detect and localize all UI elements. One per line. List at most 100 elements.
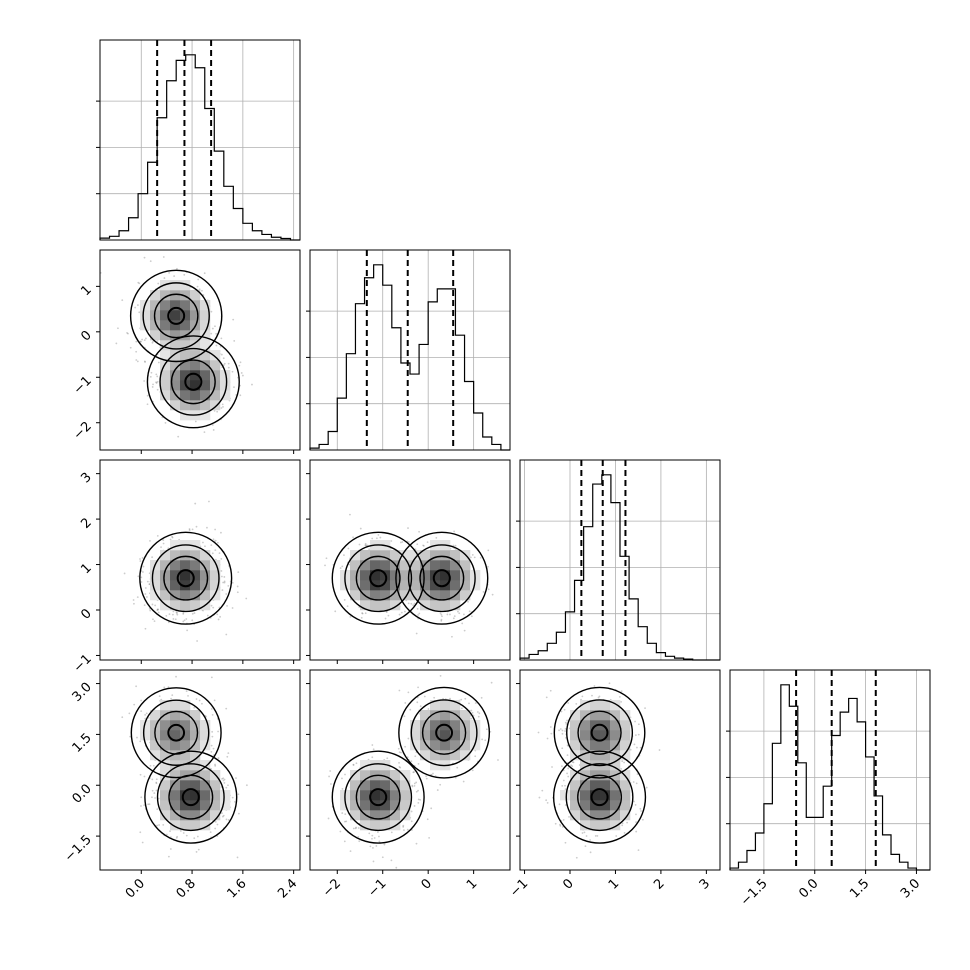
density-cell (610, 710, 621, 721)
scatter-point (232, 318, 235, 321)
scatter-point (169, 538, 172, 541)
density-cell (160, 550, 171, 561)
density-cell (200, 590, 211, 601)
density-cell (370, 810, 381, 821)
scatter-point (167, 547, 170, 550)
density-cell (600, 730, 611, 741)
scatter-point (151, 778, 154, 781)
scatter-point (477, 715, 480, 718)
scatter-point (226, 604, 228, 607)
density-cell (570, 780, 581, 791)
density-cell (200, 410, 211, 421)
density-cell (410, 730, 421, 741)
scatter-point (639, 807, 642, 810)
density-cell (620, 790, 631, 801)
density-cell (190, 390, 201, 401)
scatter-point (360, 616, 363, 619)
scatter-point (479, 556, 482, 559)
density-cell (160, 320, 171, 331)
scatter-point (339, 830, 342, 833)
scatter-point (141, 841, 144, 844)
density-cell (180, 570, 191, 581)
scatter-point (140, 710, 143, 713)
density-cell (420, 710, 431, 721)
density-cell (360, 780, 371, 791)
scatter-point (214, 763, 216, 766)
scatter-point (456, 766, 459, 769)
scatter-point (551, 766, 553, 768)
density-cell (410, 570, 421, 581)
scatter-point (453, 615, 456, 618)
scatter-point (341, 812, 344, 814)
density-cell (200, 790, 211, 801)
scatter-point (361, 612, 364, 614)
density-cell (170, 550, 181, 561)
density-cell (350, 810, 361, 821)
scatter-point (564, 730, 566, 732)
scatter-point (158, 824, 160, 826)
density-cell (430, 740, 441, 751)
scatter-point (491, 593, 494, 596)
density-cell (460, 740, 471, 751)
density-cell (180, 350, 191, 361)
scatter-point (182, 613, 185, 615)
scatter-point (149, 539, 151, 542)
scatter-point (568, 816, 570, 818)
density-cell (170, 310, 181, 321)
density-cell (180, 720, 191, 731)
density-cell (200, 730, 211, 741)
density-cell (380, 810, 391, 821)
density-cell (200, 360, 211, 371)
contour-line (156, 763, 225, 832)
contour-line (153, 293, 199, 339)
density-cell (450, 550, 461, 561)
density-cell (580, 800, 591, 811)
contour-line (331, 750, 425, 844)
scatter-point (414, 755, 417, 758)
density-cell (370, 570, 381, 581)
scatter-point (171, 613, 174, 616)
density-cell (350, 550, 361, 561)
histogram-panel-1 (96, 39, 301, 241)
histogram-step (309, 264, 510, 451)
density-cell (180, 320, 191, 331)
contour-line (144, 750, 238, 844)
density-cell (210, 400, 221, 411)
density-cell (160, 570, 171, 581)
panel-frame (99, 459, 301, 661)
scatter-point (470, 709, 473, 712)
density-cell (200, 740, 211, 751)
scatter-point (436, 789, 439, 791)
scatter-point (156, 534, 159, 537)
scatter-point (198, 699, 201, 702)
density-cell (190, 780, 201, 791)
scatter-point (144, 717, 147, 720)
scatter-point (156, 608, 159, 611)
scatter-point (149, 260, 152, 263)
density-cell (210, 780, 221, 791)
scatter-point (372, 860, 375, 863)
scatter-point (196, 640, 199, 642)
scatter-point (172, 610, 175, 613)
scatter-point (390, 859, 393, 862)
scatter-point (128, 712, 131, 715)
density-cell (360, 560, 371, 571)
density-cell (610, 700, 621, 711)
scatter-point (142, 565, 145, 568)
scatter-point (561, 732, 564, 735)
scatter-point (644, 707, 646, 710)
scatter-point (185, 690, 188, 693)
scatter-point (217, 730, 219, 733)
scatter-point (217, 618, 220, 621)
panel-frame (99, 249, 301, 451)
density-cell (180, 810, 191, 821)
scatter-point (417, 762, 420, 765)
scatter-point (481, 738, 484, 741)
density-cell (390, 780, 401, 791)
scatter-point (637, 849, 640, 852)
scatter-point (245, 784, 248, 787)
scatter-point (407, 541, 410, 543)
density-cell (460, 560, 471, 571)
scatter-point (135, 685, 138, 688)
density-cell (160, 780, 171, 791)
